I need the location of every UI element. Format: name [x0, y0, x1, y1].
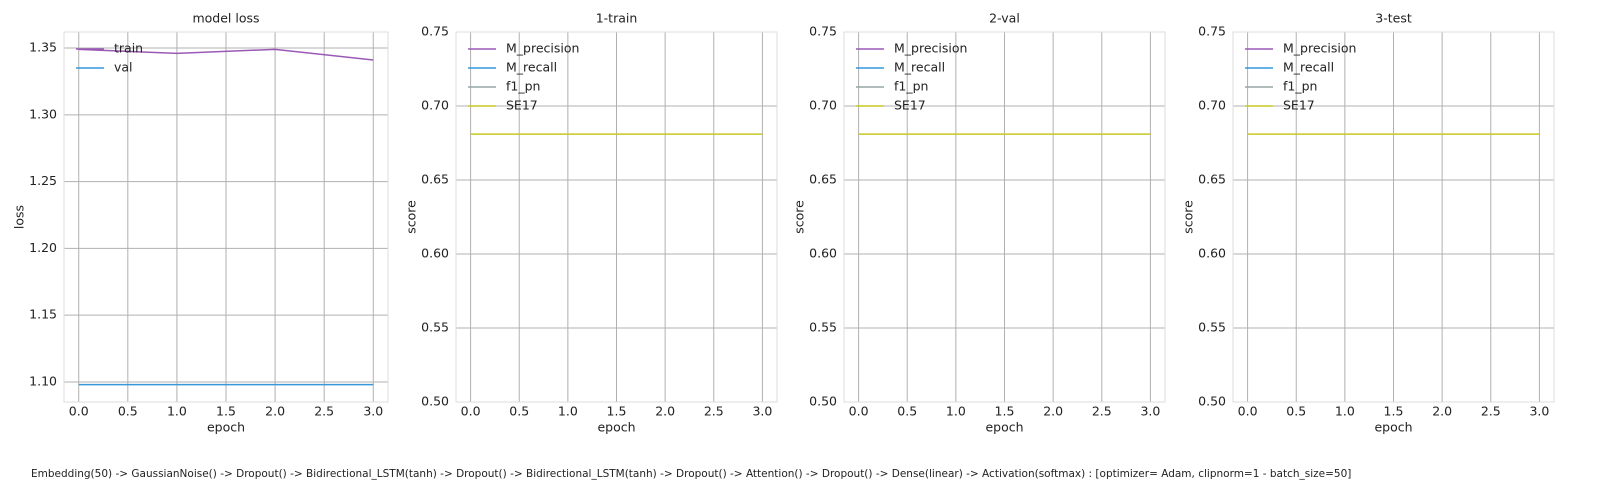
legend-label: SE17 [1283, 98, 1315, 113]
x-tick-label: 1.5 [216, 404, 236, 419]
legend-label: M_precision [506, 41, 579, 56]
y-tick-label: 0.60 [1198, 246, 1226, 261]
y-tick-label: 0.65 [421, 172, 449, 187]
legend-label: M_recall [506, 60, 557, 75]
y-tick-label: 0.75 [1198, 24, 1226, 39]
y-tick-label: 0.60 [421, 246, 449, 261]
plot-frame [843, 31, 1166, 403]
caption: Embedding(50) -> GaussianNoise() -> Drop… [31, 468, 1351, 480]
legend-label: f1_pn [506, 79, 540, 94]
x-tick-label: 2.0 [1043, 404, 1063, 419]
legend-label: SE17 [506, 98, 538, 113]
chart-title: 3-test [1375, 11, 1412, 26]
x-tick-label: 2.5 [314, 404, 334, 419]
x-tick-label: 1.0 [167, 404, 187, 419]
y-axis-label: score [404, 200, 419, 234]
x-tick-label: 0.5 [118, 404, 138, 419]
x-tick-label: 0.5 [897, 404, 917, 419]
y-tick-label: 0.70 [809, 98, 837, 113]
y-tick-label: 1.30 [29, 106, 57, 121]
legend-label: train [114, 41, 143, 56]
y-tick-label: 0.55 [1198, 320, 1226, 335]
plot-frame [63, 31, 389, 403]
x-tick-label: 1.5 [607, 404, 627, 419]
y-tick-label: 1.10 [29, 373, 57, 388]
legend-label: f1_pn [894, 79, 928, 94]
y-tick-label: 1.25 [29, 173, 57, 188]
x-tick-label: 2.5 [1092, 404, 1112, 419]
y-tick-label: 0.65 [1198, 172, 1226, 187]
y-tick-label: 0.75 [421, 24, 449, 39]
x-axis-label: epoch [985, 420, 1023, 435]
y-axis-label: score [1181, 200, 1196, 234]
x-tick-label: 1.0 [946, 404, 966, 419]
y-axis-label: score [792, 200, 807, 234]
legend-label: M_recall [1283, 60, 1334, 75]
legend-label: f1_pn [1283, 79, 1317, 94]
x-tick-label: 0.0 [69, 404, 89, 419]
x-tick-label: 3.0 [363, 404, 383, 419]
y-axis-label: loss [12, 205, 27, 229]
x-tick-label: 1.5 [1384, 404, 1404, 419]
x-axis-label: epoch [1374, 420, 1412, 435]
x-tick-label: 1.5 [995, 404, 1015, 419]
x-tick-label: 2.0 [655, 404, 675, 419]
x-tick-label: 0.5 [1286, 404, 1306, 419]
x-tick-label: 2.5 [1481, 404, 1501, 419]
legend-label: val [114, 60, 133, 75]
y-tick-label: 0.55 [421, 320, 449, 335]
y-tick-label: 0.75 [809, 24, 837, 39]
x-tick-label: 0.0 [1238, 404, 1258, 419]
plot-frame [1232, 31, 1555, 403]
x-tick-label: 0.5 [509, 404, 529, 419]
y-tick-label: 0.65 [809, 172, 837, 187]
legend-label: SE17 [894, 98, 926, 113]
y-tick-label: 0.55 [809, 320, 837, 335]
chart-title: 1-train [596, 11, 638, 26]
x-tick-label: 0.0 [849, 404, 869, 419]
x-tick-label: 3.0 [1140, 404, 1160, 419]
x-tick-label: 1.0 [558, 404, 578, 419]
x-tick-label: 0.0 [461, 404, 481, 419]
x-tick-label: 3.0 [752, 404, 772, 419]
x-tick-label: 2.5 [704, 404, 724, 419]
plot-frame [455, 31, 778, 403]
y-tick-label: 1.20 [29, 240, 57, 255]
y-tick-label: 0.70 [1198, 98, 1226, 113]
chart-title: 2-val [989, 11, 1020, 26]
y-tick-label: 1.15 [29, 307, 57, 322]
x-tick-label: 2.0 [1432, 404, 1452, 419]
y-tick-label: 1.35 [29, 40, 57, 55]
y-tick-label: 0.50 [1198, 394, 1226, 409]
chart-title: model loss [192, 11, 259, 26]
series-line [78, 48, 374, 61]
x-axis-label: epoch [207, 420, 245, 435]
legend-label: M_precision [1283, 41, 1356, 56]
y-tick-label: 0.60 [809, 246, 837, 261]
y-tick-label: 0.50 [421, 394, 449, 409]
y-tick-label: 0.70 [421, 98, 449, 113]
legend-label: M_precision [894, 41, 967, 56]
y-tick-label: 0.50 [809, 394, 837, 409]
x-axis-label: epoch [597, 420, 635, 435]
x-tick-label: 3.0 [1529, 404, 1549, 419]
x-tick-label: 2.0 [265, 404, 285, 419]
x-tick-label: 1.0 [1335, 404, 1355, 419]
legend-label: M_recall [894, 60, 945, 75]
